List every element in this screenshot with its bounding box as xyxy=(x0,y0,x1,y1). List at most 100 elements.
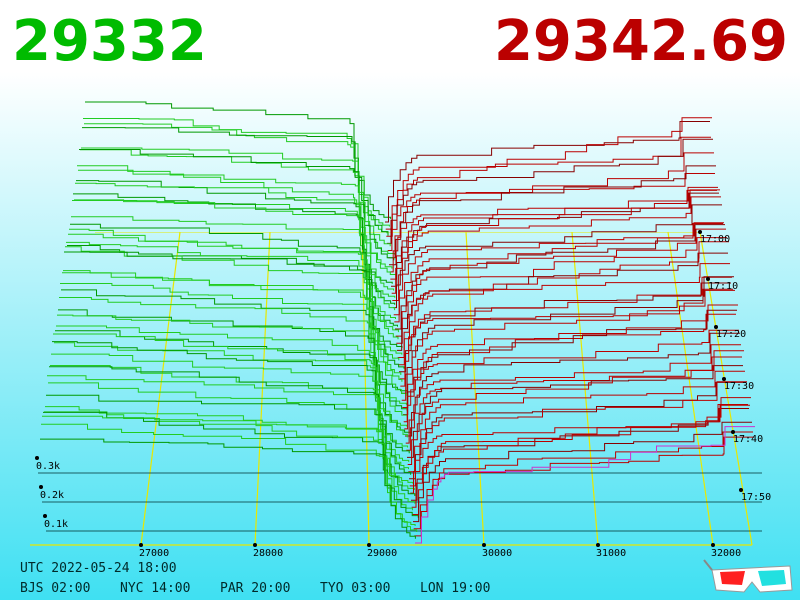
ask-depth-line xyxy=(414,436,754,537)
ask-depth-line xyxy=(389,165,716,266)
bid-depth-line xyxy=(56,325,408,427)
ask-depth-line xyxy=(387,138,713,244)
ask-depth-line xyxy=(401,276,734,394)
bid-depth-line xyxy=(72,200,396,311)
ask-depth-line xyxy=(406,356,742,451)
ask-depth-line xyxy=(409,381,747,487)
ask-depth-line xyxy=(385,136,711,230)
ask-depth-line xyxy=(389,189,717,273)
ask-depth-line xyxy=(402,313,736,408)
ask-depth-line xyxy=(404,329,739,430)
volume-tick-label: 0.1k xyxy=(44,519,68,530)
bid-depth-line xyxy=(66,241,403,355)
price-tick-label: 29000 xyxy=(367,548,397,559)
bid-depth-line xyxy=(53,333,409,448)
price-tick xyxy=(139,543,143,547)
ask-depth-line xyxy=(415,426,755,544)
price-tick xyxy=(711,543,715,547)
time-tick xyxy=(714,325,718,329)
time-tick-label: 17:40 xyxy=(733,434,763,445)
ask-depth-line xyxy=(388,173,715,259)
bid-depth-line xyxy=(43,411,419,518)
ask-price: 29342.69 xyxy=(494,9,788,74)
bid-depth-line xyxy=(45,406,416,504)
bid-depth-line xyxy=(71,216,396,319)
ask-depth-line xyxy=(390,186,718,280)
bid-depth-line xyxy=(50,365,409,470)
timezone-label: PAR 20:00 xyxy=(220,581,290,596)
price-tick xyxy=(596,543,600,547)
volume-tick-label: 0.2k xyxy=(40,490,64,501)
bid-depth-line xyxy=(63,270,402,375)
ask-depth-line xyxy=(393,204,722,309)
ask-depth-line xyxy=(405,332,740,437)
bid-price: 29332 xyxy=(12,9,207,74)
bid-depth-line xyxy=(70,223,398,327)
time-tick xyxy=(731,430,735,434)
price-tick-label: 31000 xyxy=(596,548,626,559)
ask-depth-line xyxy=(395,224,725,330)
bid-depth-line xyxy=(84,123,390,227)
timezone-label: NYC 14:00 xyxy=(120,581,190,596)
timezone-label: LON 19:00 xyxy=(420,581,490,596)
ask-depth-line xyxy=(410,404,748,494)
price-tick-label: 32000 xyxy=(711,548,741,559)
time-tick xyxy=(722,377,726,381)
time-tick-label: 17:50 xyxy=(741,492,771,503)
timezone-label: BJS 02:00 xyxy=(20,581,90,596)
time-tick-label: 17:00 xyxy=(700,234,730,245)
price-grid-line xyxy=(140,231,181,546)
ask-depth-line xyxy=(403,309,737,416)
bid-depth-line xyxy=(55,330,412,434)
volume-tick-label: 0.3k xyxy=(36,461,60,472)
bid-depth-line xyxy=(82,127,389,236)
ask-depth-line xyxy=(400,288,733,387)
price-grid-line xyxy=(571,231,599,546)
bid-depth-line xyxy=(68,233,399,340)
bid-depth-line xyxy=(59,297,407,405)
price-grid-line xyxy=(667,231,714,546)
volume-tick xyxy=(35,456,39,460)
bid-depth-line xyxy=(46,394,416,496)
bid-depth-line xyxy=(51,353,410,462)
timezone-label: TYO 03:00 xyxy=(320,581,390,596)
bid-depth-line xyxy=(57,314,408,418)
bid-depth-line xyxy=(47,375,415,490)
bid-depth-line xyxy=(49,366,412,475)
bid-depth-line xyxy=(41,423,418,532)
bid-depth-line xyxy=(81,147,391,247)
right-edge xyxy=(699,231,753,546)
bid-depth-line xyxy=(60,283,408,396)
ask-depth-line xyxy=(394,222,724,323)
volume-tick xyxy=(43,514,47,518)
ask-depth-line xyxy=(409,381,746,480)
time-tick xyxy=(706,277,710,281)
bid-depth-line xyxy=(78,169,393,269)
time-tick xyxy=(739,488,743,492)
bid-depth-line xyxy=(52,341,410,454)
bid-depth-line xyxy=(40,438,416,539)
price-tick-label: 30000 xyxy=(482,548,512,559)
ask-depth-line xyxy=(399,276,732,380)
bid-depth-line xyxy=(58,309,408,411)
ask-depth-line xyxy=(407,365,743,458)
ask-depth-line xyxy=(413,431,753,530)
ask-depth-line xyxy=(385,121,710,223)
back-plane xyxy=(95,232,700,233)
ask-depth-line xyxy=(405,344,741,444)
time-tick-label: 17:10 xyxy=(708,281,738,292)
ask-depth-line xyxy=(395,228,726,337)
ask-depth-line xyxy=(397,241,729,358)
ask-depth-line xyxy=(391,189,720,294)
glasses-icon xyxy=(703,559,793,593)
ask-depth-line xyxy=(412,397,751,515)
price-tick xyxy=(482,543,486,547)
ask-depth-line xyxy=(398,263,730,366)
ask-depth-line xyxy=(401,289,735,401)
bid-depth-line xyxy=(73,193,396,305)
ask-depth-line xyxy=(411,408,749,501)
ask-depth-line xyxy=(413,421,752,523)
